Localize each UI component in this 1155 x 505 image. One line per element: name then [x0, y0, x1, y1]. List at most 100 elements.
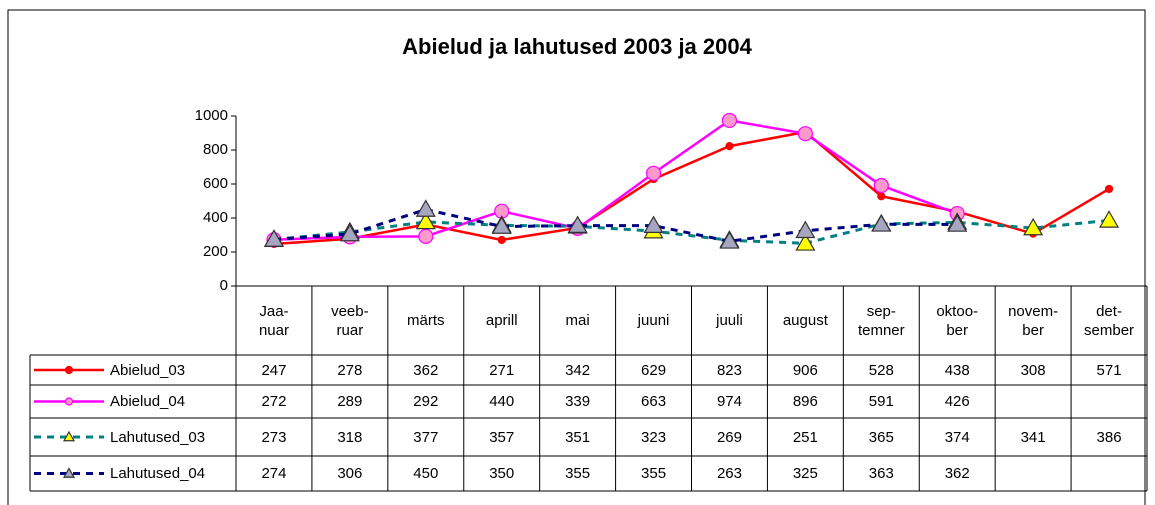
table-value: 362 — [944, 465, 970, 482]
series-line — [273, 119, 958, 242]
table-value: 271 — [489, 361, 515, 379]
table-value: 341 — [1020, 428, 1046, 446]
x-tick-label: mai — [565, 312, 590, 329]
x-tick-label: oktoo- ber — [936, 302, 979, 339]
legend-label: Lahutused_03 — [110, 428, 206, 446]
legend-label: Lahutused_04 — [110, 465, 206, 482]
table-value: 323 — [641, 428, 667, 446]
table-value — [1071, 385, 1147, 418]
point — [725, 141, 734, 151]
point — [947, 214, 968, 232]
legend-marker — [62, 467, 76, 478]
point — [873, 177, 889, 194]
x-tick-label: aprill — [485, 312, 518, 329]
table-value: 339 — [565, 393, 591, 410]
table-value: 386 — [1096, 428, 1122, 446]
y-tick-label: 200 — [203, 243, 228, 260]
table-value: 273 — [261, 428, 287, 446]
table-value — [995, 456, 1071, 491]
table-value: 355 — [565, 465, 591, 482]
table-value: 438 — [944, 361, 970, 379]
point — [721, 112, 738, 129]
table-value: 974 — [716, 393, 742, 410]
point — [871, 214, 892, 232]
legend-marker — [64, 365, 74, 375]
point — [1099, 210, 1120, 228]
table-value: 663 — [641, 393, 667, 410]
point — [795, 233, 816, 251]
table-value: 308 — [1020, 361, 1046, 379]
table-value: 377 — [413, 428, 439, 446]
point — [497, 235, 506, 245]
table-value: 351 — [565, 428, 591, 446]
point — [415, 211, 436, 230]
point — [719, 231, 740, 249]
chart-border — [7, 9, 1146, 505]
point — [797, 126, 813, 142]
table-value: 318 — [337, 428, 363, 446]
table-value: 426 — [944, 393, 970, 410]
table-value: 357 — [489, 428, 515, 446]
x-tick-label: august — [782, 312, 828, 329]
table-value: 292 — [413, 393, 439, 410]
point — [1023, 217, 1044, 236]
x-tick-label: juuni — [637, 312, 670, 329]
point — [645, 165, 662, 181]
table-value: 365 — [868, 428, 894, 446]
table-value: 342 — [565, 361, 591, 379]
table-value: 263 — [716, 465, 742, 482]
series-line — [273, 207, 958, 243]
table-value: 278 — [337, 361, 363, 379]
x-tick-label: märts — [407, 312, 445, 329]
chart-title: Abielud ja lahutused 2003 ja 2004 — [402, 34, 752, 59]
point — [415, 199, 436, 217]
y-tick-label: 800 — [203, 141, 228, 158]
table-value: 274 — [261, 465, 287, 482]
legend-marker — [62, 430, 76, 442]
legend-label: Abielud_04 — [110, 393, 186, 410]
point — [418, 228, 434, 244]
point — [567, 215, 588, 233]
table-value: 571 — [1096, 361, 1122, 379]
point — [1104, 184, 1114, 194]
y-tick-label: 600 — [203, 175, 228, 192]
table-value — [995, 385, 1071, 418]
table-value: 289 — [337, 393, 363, 410]
point — [491, 216, 512, 234]
table-value: 450 — [413, 465, 439, 482]
x-tick-label: juuli — [716, 312, 743, 329]
table-value: 325 — [792, 465, 818, 482]
series-line — [273, 218, 1110, 245]
table-value: 896 — [792, 393, 818, 410]
x-tick-label: det- sember — [1084, 302, 1135, 339]
x-tick-label: Jaa- nuar — [258, 302, 289, 339]
table-value: 269 — [716, 428, 742, 446]
table-value — [1071, 456, 1147, 491]
table-value: 528 — [868, 361, 894, 379]
point — [877, 192, 886, 201]
table-value: 591 — [868, 393, 894, 410]
table-value: 374 — [944, 428, 970, 446]
table-value: 306 — [337, 465, 363, 482]
point — [263, 229, 284, 247]
table-value: 906 — [792, 361, 818, 379]
y-tick-label: 1000 — [195, 107, 228, 124]
series-line — [273, 130, 1110, 246]
table-value: 350 — [489, 465, 515, 482]
y-tick-label: 400 — [203, 209, 228, 226]
table-value: 363 — [868, 465, 894, 482]
point — [339, 223, 360, 242]
legend-label: Abielud_03 — [110, 361, 186, 379]
y-tick-label: 0 — [220, 277, 228, 294]
legend-marker — [64, 397, 74, 406]
table-value: 629 — [641, 361, 667, 379]
point — [795, 220, 816, 239]
table-value: 823 — [716, 361, 742, 379]
table-value: 440 — [489, 393, 515, 410]
x-tick-label: veeb- ruar — [331, 302, 369, 339]
table-value: 362 — [413, 361, 439, 379]
x-tick-label: sep- temner — [857, 302, 905, 339]
x-tick-label: novem- ber — [1008, 302, 1059, 339]
table-value: 247 — [261, 361, 287, 379]
